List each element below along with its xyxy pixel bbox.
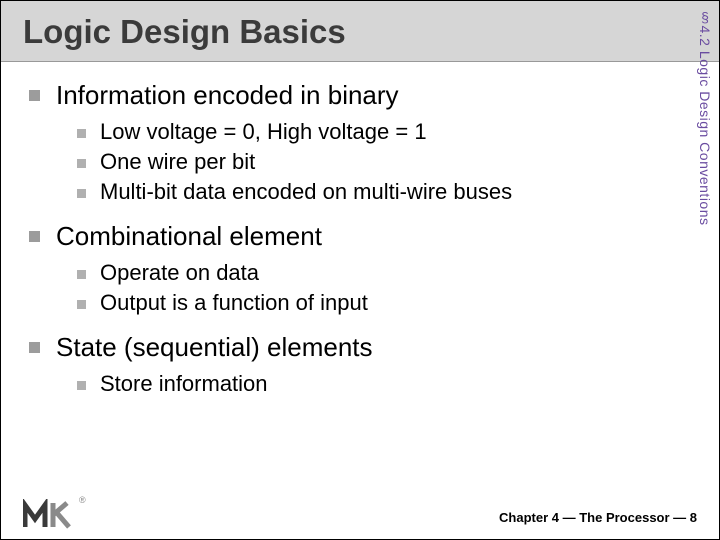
title-bar: Logic Design Basics (1, 1, 719, 62)
list-item: Information encoded in binary (29, 80, 691, 111)
square-bullet-icon (29, 231, 40, 242)
list-item: Low voltage = 0, High voltage = 1 (77, 119, 691, 145)
square-bullet-icon (29, 342, 40, 353)
square-bullet-icon (77, 159, 86, 168)
list-item-label: State (sequential) elements (56, 332, 373, 363)
square-bullet-icon (77, 270, 86, 279)
sublist: Store information (77, 371, 691, 397)
list-item: Operate on data (77, 260, 691, 286)
list-item-label: Store information (100, 371, 268, 397)
slide-footer: Chapter 4 — The Processor — 8 (499, 510, 697, 525)
list-item-label: One wire per bit (100, 149, 255, 175)
list-item-label: Information encoded in binary (56, 80, 399, 111)
content-area: Information encoded in binary Low voltag… (1, 62, 719, 397)
list-item: State (sequential) elements (29, 332, 691, 363)
square-bullet-icon (77, 300, 86, 309)
list-item-label: Output is a function of input (100, 290, 368, 316)
section-side-label: §4.2 Logic Design Conventions (697, 9, 713, 226)
list-item-label: Combinational element (56, 221, 322, 252)
list-item-label: Multi-bit data encoded on multi-wire bus… (100, 179, 512, 205)
mk-logo-icon (23, 499, 77, 529)
list-item: Store information (77, 371, 691, 397)
registered-mark: ® (79, 495, 86, 505)
list-item-label: Operate on data (100, 260, 259, 286)
list-item-label: Low voltage = 0, High voltage = 1 (100, 119, 427, 145)
slide-title: Logic Design Basics (23, 13, 697, 51)
list-item: One wire per bit (77, 149, 691, 175)
list-item: Output is a function of input (77, 290, 691, 316)
sublist: Low voltage = 0, High voltage = 1 One wi… (77, 119, 691, 205)
list-item: Multi-bit data encoded on multi-wire bus… (77, 179, 691, 205)
list-item: Combinational element (29, 221, 691, 252)
square-bullet-icon (77, 129, 86, 138)
square-bullet-icon (77, 381, 86, 390)
square-bullet-icon (77, 189, 86, 198)
square-bullet-icon (29, 90, 40, 101)
sublist: Operate on data Output is a function of … (77, 260, 691, 316)
publisher-logo: ® (23, 499, 86, 529)
